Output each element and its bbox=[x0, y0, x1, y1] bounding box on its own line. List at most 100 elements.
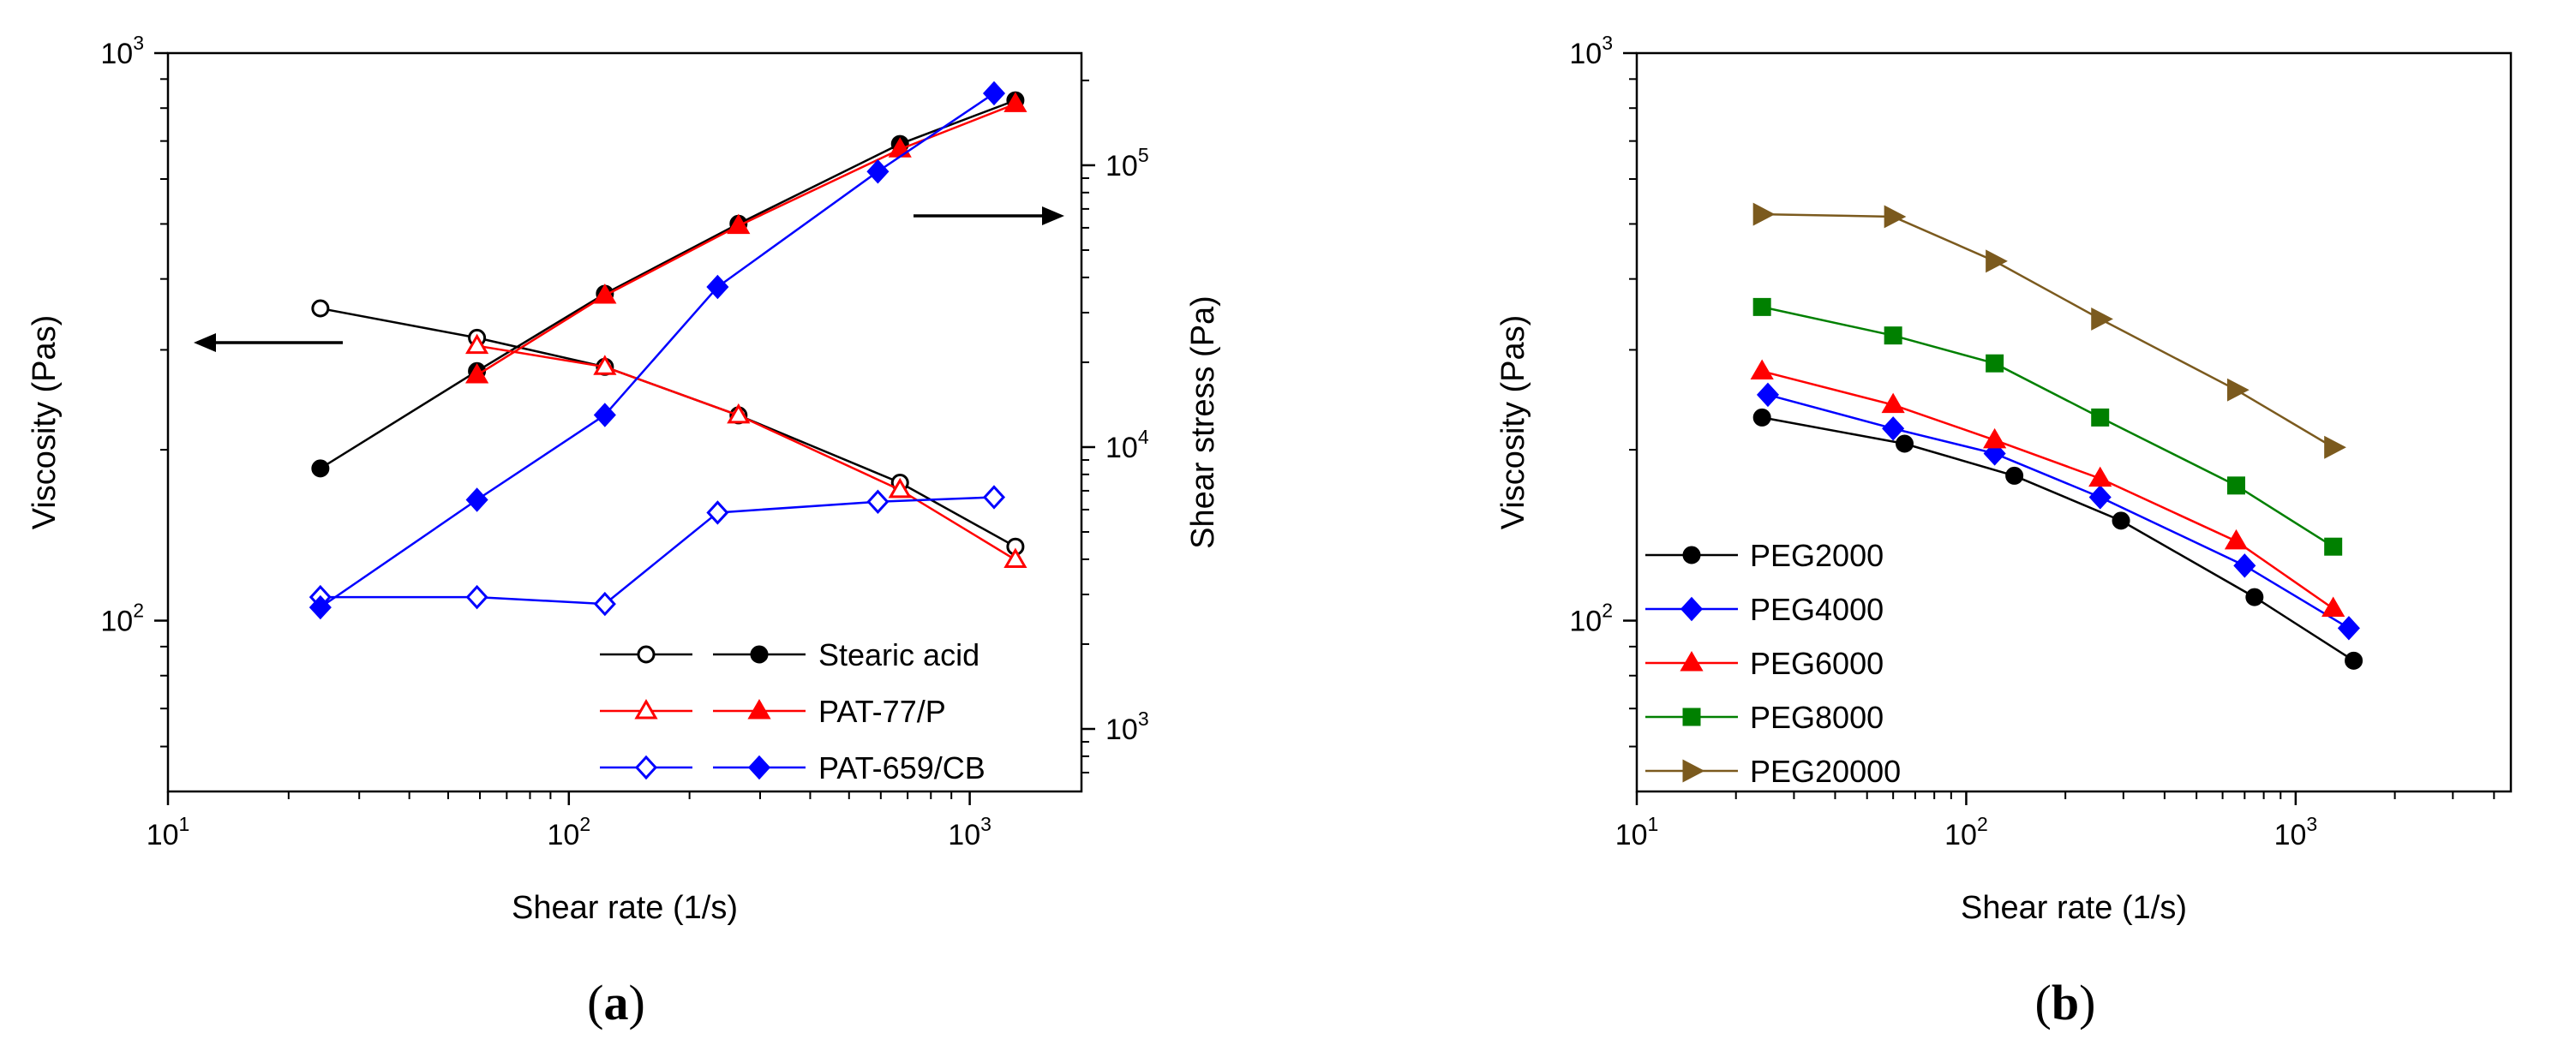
panel-a-data-point bbox=[1003, 92, 1027, 112]
panel-b-data-point bbox=[2233, 553, 2256, 578]
panel-b-series-line bbox=[1761, 370, 2334, 610]
panel-b-data-point bbox=[1986, 249, 2008, 273]
panel-a-series-4 bbox=[309, 485, 1006, 617]
panel-a-y2-axis-label: Shear stress (Pa) bbox=[1185, 296, 1221, 549]
panel-a-data-point bbox=[465, 487, 488, 512]
panel-b-series-line bbox=[1762, 212, 2334, 449]
legend-marker bbox=[1680, 651, 1704, 672]
panel-b-label: (b) bbox=[2035, 975, 2096, 1030]
panel-b-data-point bbox=[2324, 435, 2346, 459]
panel-a-data-point bbox=[706, 500, 729, 525]
panel-b-data-point bbox=[1986, 354, 2004, 373]
panel-b-data-point bbox=[1752, 297, 1771, 316]
legend-label: PEG8000 bbox=[1750, 700, 1884, 735]
panel-b-data-point bbox=[2245, 588, 2264, 606]
panel-b: 101 102 103 102 103 Shear rate (1/s) Viscosity… bbox=[1495, 32, 2513, 1030]
panel-b-data-point bbox=[1983, 441, 2006, 466]
panel-a-series-line bbox=[320, 496, 995, 606]
panel-b-data-point bbox=[2337, 616, 2360, 641]
panel-a-series-line bbox=[476, 103, 1016, 377]
panel-b-series-4 bbox=[1752, 202, 2346, 459]
panel-b-data-point bbox=[2112, 511, 2130, 530]
panel-b-data-point bbox=[2224, 528, 2249, 550]
panel-b-data-point bbox=[1884, 205, 1907, 229]
panel-a-series-1 bbox=[311, 91, 1025, 478]
panel-a-data-point bbox=[465, 333, 489, 355]
panel-b-series-0 bbox=[1752, 408, 2363, 670]
panel-b-plot-frame bbox=[1635, 51, 2513, 793]
panel-a-y-tick-label: 102 bbox=[100, 600, 144, 638]
panel-a-series-line bbox=[320, 92, 995, 609]
panel-a-series-0 bbox=[311, 299, 1025, 556]
panel-b-y-axis-label: Viscosity (Pas) bbox=[1495, 315, 1531, 530]
panel-a-y2-tick-label: 104 bbox=[1105, 426, 1149, 464]
panel-b-data-point bbox=[2324, 537, 2343, 556]
panel-a-series-2 bbox=[465, 333, 1027, 569]
panel-a-data-point bbox=[727, 403, 751, 424]
panel-b-data-point bbox=[2321, 596, 2345, 618]
panel-b-y-tick-label: 103 bbox=[1569, 32, 1613, 70]
panel-a-x-tick-label: 102 bbox=[547, 813, 590, 851]
panel-a-label: (a) bbox=[587, 975, 645, 1030]
panel-a-series-5 bbox=[309, 81, 1006, 620]
panel-a-series-line bbox=[320, 99, 1016, 469]
legend-marker-filled bbox=[747, 699, 771, 720]
panel-a-data-point bbox=[1003, 547, 1027, 569]
panel-b-data-point bbox=[2005, 466, 2024, 485]
panel-a-data-point bbox=[465, 584, 488, 610]
panel-b-data-point bbox=[2227, 476, 2246, 495]
panel-b-x-tick-label: 101 bbox=[1615, 813, 1659, 851]
legend-marker bbox=[1682, 708, 1701, 726]
panel-a-series-3 bbox=[465, 92, 1027, 384]
panel-b-series-1 bbox=[1756, 382, 2360, 641]
legend-marker bbox=[1680, 596, 1704, 622]
direction-arrows bbox=[194, 206, 1064, 352]
panel-b-x-tick-label: 102 bbox=[1944, 813, 1988, 851]
legend-item-1: PAT-77/P bbox=[600, 694, 946, 729]
panel-b-series-3 bbox=[1752, 297, 2343, 556]
legend-marker bbox=[1682, 759, 1705, 783]
legend-marker-filled bbox=[750, 645, 769, 664]
legend-item-0: Stearic acid bbox=[600, 637, 979, 672]
panel-b-data-point bbox=[1756, 382, 1780, 408]
panel-a-data-point bbox=[888, 477, 912, 499]
panel-a-x-tick-label: 103 bbox=[948, 813, 991, 851]
panel-a-data-point bbox=[311, 299, 330, 318]
panel-a-data-point bbox=[866, 159, 890, 184]
panel-a-data-point bbox=[309, 594, 332, 620]
panel-a-x-axis-label: Shear rate (1/s) bbox=[512, 890, 738, 926]
panel-a-data-point bbox=[866, 489, 890, 514]
panel-a-y-axis-label: Viscosity (Pas) bbox=[27, 315, 63, 530]
panel-b-data-point bbox=[1896, 434, 1914, 453]
panel-a-x-tick-label: 101 bbox=[147, 813, 190, 851]
panel-b-data-point bbox=[2345, 651, 2363, 670]
right-axis-arrowhead bbox=[1042, 206, 1064, 225]
panel-b-series-line bbox=[1761, 306, 2334, 548]
panel-b-data-point bbox=[1752, 408, 1771, 427]
panel-a-y-tick-label: 103 bbox=[100, 32, 144, 70]
panel-a-y2-tick-label: 105 bbox=[1105, 144, 1149, 182]
panel-b-x-tick-label: 103 bbox=[2274, 813, 2318, 851]
panel-b-data-point bbox=[2091, 408, 2110, 427]
panel-b-data-point bbox=[1884, 326, 1902, 345]
panel-b-data-point bbox=[1882, 416, 1905, 441]
panel-b-y-tick-label: 102 bbox=[1569, 600, 1613, 638]
panel-a-data-point bbox=[311, 459, 330, 478]
legend-label: PEG20000 bbox=[1750, 754, 1901, 789]
panel-a-data-point bbox=[982, 485, 1006, 510]
panel-b-data-point bbox=[1750, 359, 1774, 379]
panel-a-series-line bbox=[476, 344, 1016, 561]
panel-a: 101 102 103 102 103 103 104 105 Shear rate (1/s)… bbox=[27, 32, 1221, 1030]
legend-item-1: PEG4000 bbox=[1645, 592, 1884, 627]
panel-b-series-line bbox=[1767, 393, 2350, 630]
legend-item-3: PEG8000 bbox=[1645, 700, 1884, 735]
panel-a-y2-tick-label: 103 bbox=[1105, 708, 1149, 746]
legend-label: PEG4000 bbox=[1750, 592, 1884, 627]
panel-a-data-point bbox=[593, 403, 616, 427]
legend-item-0: PEG2000 bbox=[1645, 538, 1884, 573]
panel-b-data-point bbox=[2088, 466, 2112, 487]
legend-label: PEG6000 bbox=[1750, 646, 1884, 681]
panel-b-x-axis-label: Shear rate (1/s) bbox=[1961, 890, 2187, 926]
panel-a-data-point bbox=[727, 213, 751, 235]
